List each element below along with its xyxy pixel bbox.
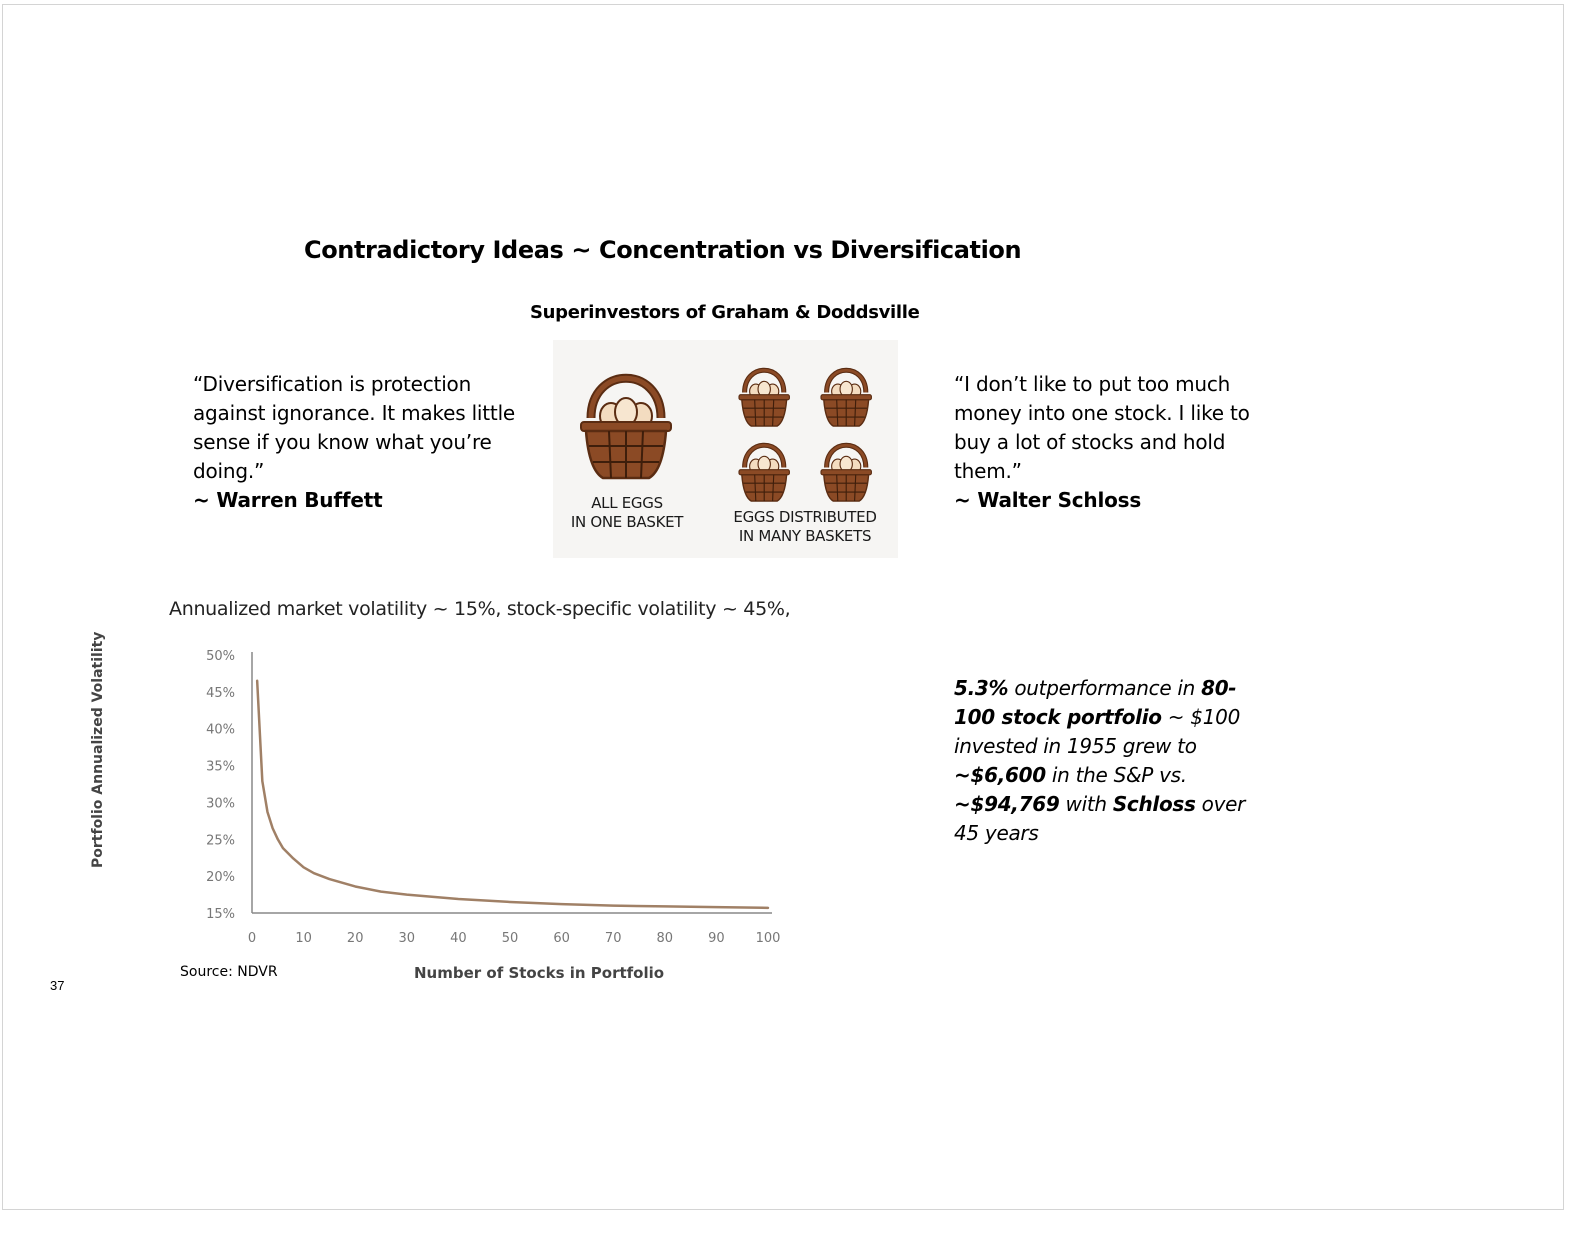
y-tick-label: 50%	[206, 649, 235, 664]
slide-subtitle: Superinvestors of Graham & Doddsville	[530, 302, 920, 323]
outperf-text-3: in the S&P vs.	[1045, 763, 1187, 787]
single-basket-icon	[581, 378, 671, 478]
distributed-eggs-label-line1: EGGS DISTRIBUTED	[733, 508, 877, 526]
outperf-schloss-value: ~$94,769	[954, 792, 1060, 816]
y-tick-label: 15%	[206, 907, 235, 922]
all-eggs-label-line1: ALL EGGS	[591, 494, 663, 512]
x-tick-label: 100	[756, 931, 781, 946]
y-tick-label: 30%	[206, 796, 235, 811]
x-tick-label: 80	[657, 931, 674, 946]
outperf-text-1: outperformance in	[1008, 676, 1202, 700]
y-tick-label: 40%	[206, 723, 235, 738]
x-tick-label: 50	[502, 931, 519, 946]
volatility-series-line	[255, 679, 770, 910]
schloss-quote: “I don’t like to put too much money into…	[954, 370, 1254, 515]
schloss-quote-text: “I don’t like to put too much money into…	[954, 372, 1250, 483]
small-basket-icon-4	[821, 445, 871, 501]
y-tick-label: 20%	[206, 870, 235, 885]
outperf-text-5: over 45 years	[954, 792, 1246, 845]
outperf-sp-value: ~$6,600	[954, 763, 1046, 787]
x-tick-label: 60	[553, 931, 570, 946]
distributed-eggs-label: EGGS DISTRIBUTED IN MANY BASKETS	[725, 508, 885, 546]
distributed-eggs-label-line2: IN MANY BASKETS	[738, 527, 872, 545]
y-tick-label: 35%	[206, 760, 235, 775]
outperf-rate: 5.3%	[954, 676, 1009, 700]
outperf-text-4: with	[1059, 792, 1113, 816]
all-eggs-label-line2: IN ONE BASKET	[570, 513, 684, 531]
outperformance-note: 5.3% outperformance in 80-100 stock port…	[954, 674, 1254, 848]
slide-frame	[2, 4, 1564, 1210]
x-tick-label: 90	[708, 931, 725, 946]
outperf-text-2: ~ $100 invested in 1955 grew to	[954, 705, 1240, 758]
x-tick-label: 30	[399, 931, 416, 946]
volatility-chart: 50% 45% 40% 35% 30% 25% 20% 15% 0 10 20 30 40 50 60 70 8…	[206, 649, 781, 946]
chart-y-axis-title: Portfolio Annualized Volatility	[90, 631, 106, 868]
egg-baskets-illustration: ALL EGGS IN ONE BASKET EGGS DISTRIBUTED …	[553, 340, 898, 558]
page-number: 37	[50, 978, 65, 993]
x-tick-label: 0	[248, 931, 256, 946]
x-tick-label: 70	[605, 931, 622, 946]
all-eggs-label: ALL EGGS IN ONE BASKET	[567, 494, 687, 532]
slide-title: Contradictory Ideas ~ Concentration vs D…	[304, 236, 1022, 264]
y-tick-label: 45%	[206, 686, 235, 701]
x-tick-label: 10	[295, 931, 312, 946]
buffett-quote: “Diversification is protection against i…	[193, 370, 533, 515]
outperf-schloss-name: Schloss	[1112, 792, 1196, 816]
y-tick-label: 25%	[206, 833, 235, 848]
small-basket-icon-3	[739, 445, 789, 501]
chart-x-axis-title: Number of Stocks in Portfolio	[414, 964, 665, 982]
small-basket-icon-1	[739, 370, 789, 426]
buffett-quote-text: “Diversification is protection against i…	[193, 372, 516, 483]
x-tick-label: 20	[347, 931, 364, 946]
chart-source: Source: NDVR	[180, 964, 278, 980]
outperf-portfolio-size: 80-100 stock portfolio	[954, 676, 1237, 729]
buffett-quote-author: ~ Warren Buffett	[193, 488, 383, 512]
volatility-note: Annualized market volatility ~ 15%, stoc…	[169, 598, 791, 620]
x-tick-label: 40	[450, 931, 467, 946]
schloss-quote-author: ~ Walter Schloss	[954, 488, 1142, 512]
small-basket-icon-2	[821, 370, 871, 426]
